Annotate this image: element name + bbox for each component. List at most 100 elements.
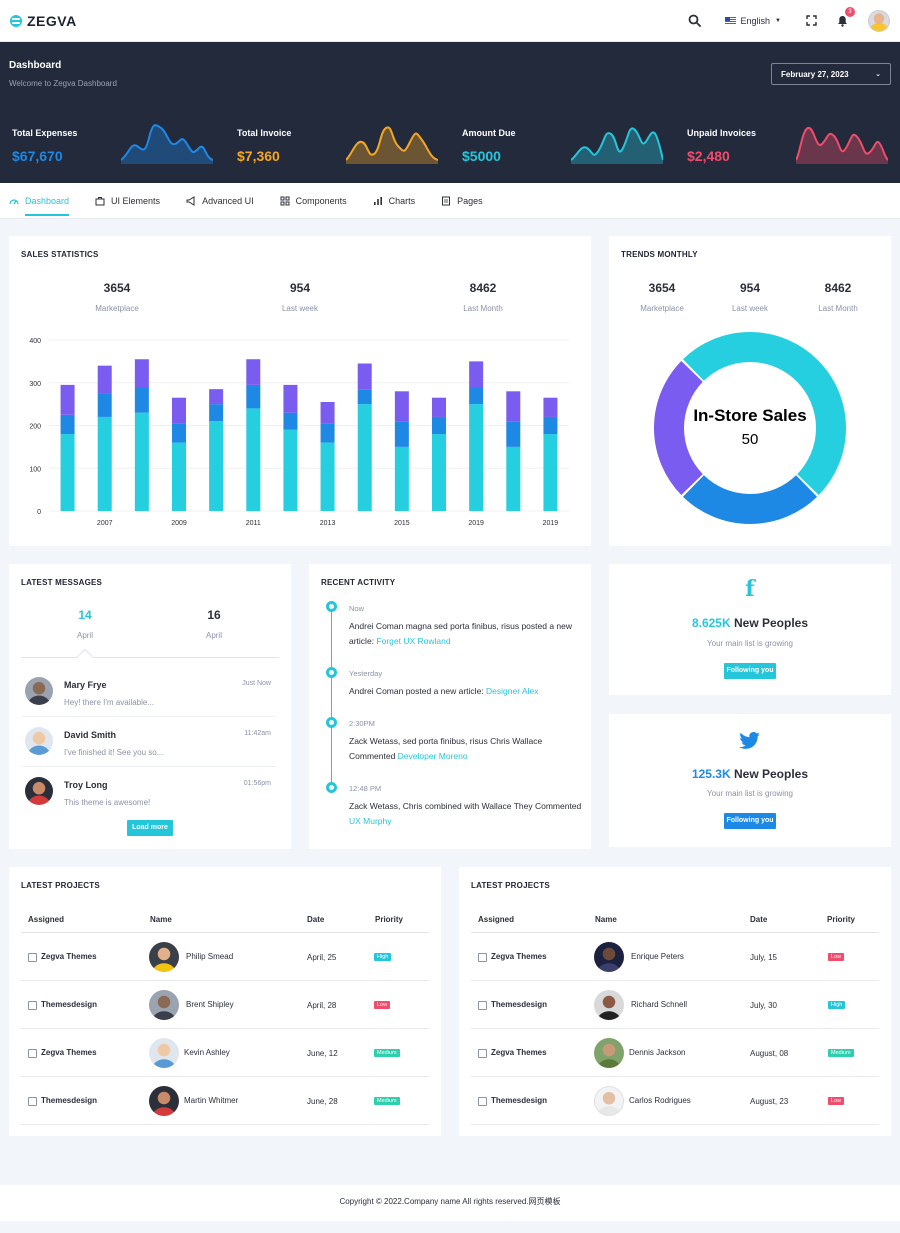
nav-dashboard[interactable]: Dashboard [9, 183, 70, 219]
person-name: Carlos Rodrigues [629, 1096, 691, 1105]
message-time: 11:42am [244, 730, 271, 737]
bar-segment [209, 389, 224, 405]
load-more-button[interactable]: Load more [127, 820, 173, 836]
bar-segment [97, 416, 112, 511]
bar-segment [246, 359, 261, 385]
notification-bell-icon[interactable]: 3 [834, 6, 855, 29]
row-checkbox[interactable] [28, 1097, 37, 1106]
timeline-dot-icon [326, 782, 337, 793]
column-header: Assigned [478, 915, 515, 924]
bar-segment [283, 384, 298, 413]
follower-subtext: Your main list is growing [707, 789, 793, 798]
x-tick-label: 2009 [171, 520, 187, 527]
date-cell: August, 08 [750, 1049, 789, 1058]
table-row: Zegva Themes Kevin Ashley June, 12 Mediu… [21, 1029, 429, 1077]
bar-segment [543, 416, 558, 435]
search-icon[interactable] [687, 13, 703, 29]
sender-name: David Smith [64, 730, 117, 740]
timeline-dot-icon [326, 601, 337, 612]
nav-charts[interactable]: Charts [373, 183, 415, 219]
avatar [25, 777, 53, 805]
activity-text: Zack Wetass, Chris combined with Wallace… [349, 801, 582, 826]
table-row: Themesdesign Richard Schnell July, 30 Hi… [471, 981, 879, 1029]
message-item[interactable]: David Smith I've finished it! See you so… [21, 717, 276, 767]
kpi-label: Last Month [818, 304, 858, 313]
kpi-value: 8462 [824, 281, 852, 295]
in-store-sales-donut [654, 332, 846, 524]
row-checkbox[interactable] [478, 1001, 487, 1010]
activity-link[interactable]: Developer Moreno [397, 751, 468, 761]
stat-value: $67,670 [12, 148, 63, 164]
avatar [25, 727, 53, 755]
row-checkbox[interactable] [478, 1097, 487, 1106]
priority-badge: Low [828, 1097, 845, 1105]
activity-link[interactable]: Designer Alex [486, 686, 539, 696]
nav-advanced-ui[interactable]: Advanced UI [186, 183, 254, 219]
card-title: LATEST MESSAGES [21, 578, 103, 587]
timeline-dot-icon [326, 717, 337, 728]
logo-text: ZEGVA [27, 12, 77, 29]
column-header: Name [150, 915, 172, 924]
date-day: 16 [207, 608, 221, 622]
header-divider [471, 932, 879, 933]
date-cell: April, 25 [307, 953, 337, 962]
activity-link[interactable]: Forget UX Rowland [376, 636, 451, 646]
bar-segment [506, 391, 521, 422]
column-header: Name [595, 915, 617, 924]
kpi-value: 8462 [469, 281, 497, 295]
sparkline-expenses [121, 124, 213, 164]
row-checkbox[interactable] [478, 953, 487, 962]
date-cell: June, 28 [307, 1097, 338, 1106]
assigned-cell: Themesdesign [41, 1096, 98, 1105]
row-checkbox[interactable] [28, 1001, 37, 1010]
row-checkbox[interactable] [478, 1049, 487, 1058]
date-tab-16[interactable]: 16 April [184, 608, 244, 640]
assigned-cell: Themesdesign [491, 1096, 548, 1105]
logo[interactable]: ZEGVA [10, 13, 77, 29]
date-picker-button[interactable]: February 27, 2023 ⌄ [771, 63, 891, 85]
stat-total-expenses: Total Expenses $67,670 [9, 124, 234, 176]
date-tab-14[interactable]: 14 April [55, 608, 115, 640]
sender-name: Troy Long [64, 780, 108, 790]
latest-projects-card-left: LATEST PROJECTS Assigned Name Date Prior… [9, 867, 441, 1136]
user-avatar[interactable] [868, 9, 890, 32]
row-checkbox[interactable] [28, 1049, 37, 1058]
date-cell: July, 30 [750, 1001, 777, 1010]
language-selector[interactable]: English ▼ [724, 16, 781, 26]
bar-segment [543, 397, 558, 417]
recent-activity-card: RECENT ACTIVITY Now Andrei Coman magna s… [309, 564, 591, 849]
bar-segment [394, 446, 409, 511]
gauge-icon [9, 199, 19, 205]
activity-link[interactable]: UX Murphy [349, 816, 392, 826]
bar-segment [97, 393, 112, 417]
table-row: Zegva Themes Philip Smead April, 25 High [21, 933, 429, 981]
nav-pages[interactable]: Pages [441, 183, 483, 219]
kpi-last-week: 954 Last week [705, 281, 795, 313]
person-name: Kevin Ashley [184, 1048, 230, 1057]
row-checkbox[interactable] [28, 953, 37, 962]
activity-item: 12:48 PM Zack Wetass, Chris combined wit… [349, 784, 589, 829]
bar-segment [172, 442, 186, 511]
message-item[interactable]: Mary Frye Hey! there I'm available... Ju… [21, 667, 276, 717]
fullscreen-icon[interactable] [803, 13, 819, 29]
message-time: Just Now [242, 680, 271, 687]
follower-subtext: Your main list is growing [707, 639, 793, 648]
nav-label: Dashboard [25, 196, 70, 206]
column-header: Assigned [28, 915, 65, 924]
bar-segment [432, 416, 446, 435]
message-item[interactable]: Troy Long This theme is awesome! 01:56pm [21, 767, 276, 817]
following-button[interactable]: Following you [724, 663, 776, 679]
nav-ui-elements[interactable]: UI Elements [95, 183, 160, 219]
y-tick-label: 100 [29, 466, 41, 473]
person-name: Martin Whitmer [184, 1096, 239, 1105]
bar-segment [320, 423, 335, 443]
activity-time: Now [349, 604, 365, 613]
following-button[interactable]: Following you [724, 813, 776, 829]
bar-segment [320, 442, 335, 511]
activity-time: 2:30PM [349, 719, 375, 728]
table-row: Zegva Themes Enrique Peters July, 15 Low [471, 933, 879, 981]
donut-slice [682, 474, 818, 524]
nav-components[interactable]: Components [280, 183, 347, 219]
date-cell: April, 28 [307, 1001, 337, 1010]
activity-item: Yesterday Andrei Coman posted a new arti… [349, 669, 589, 699]
